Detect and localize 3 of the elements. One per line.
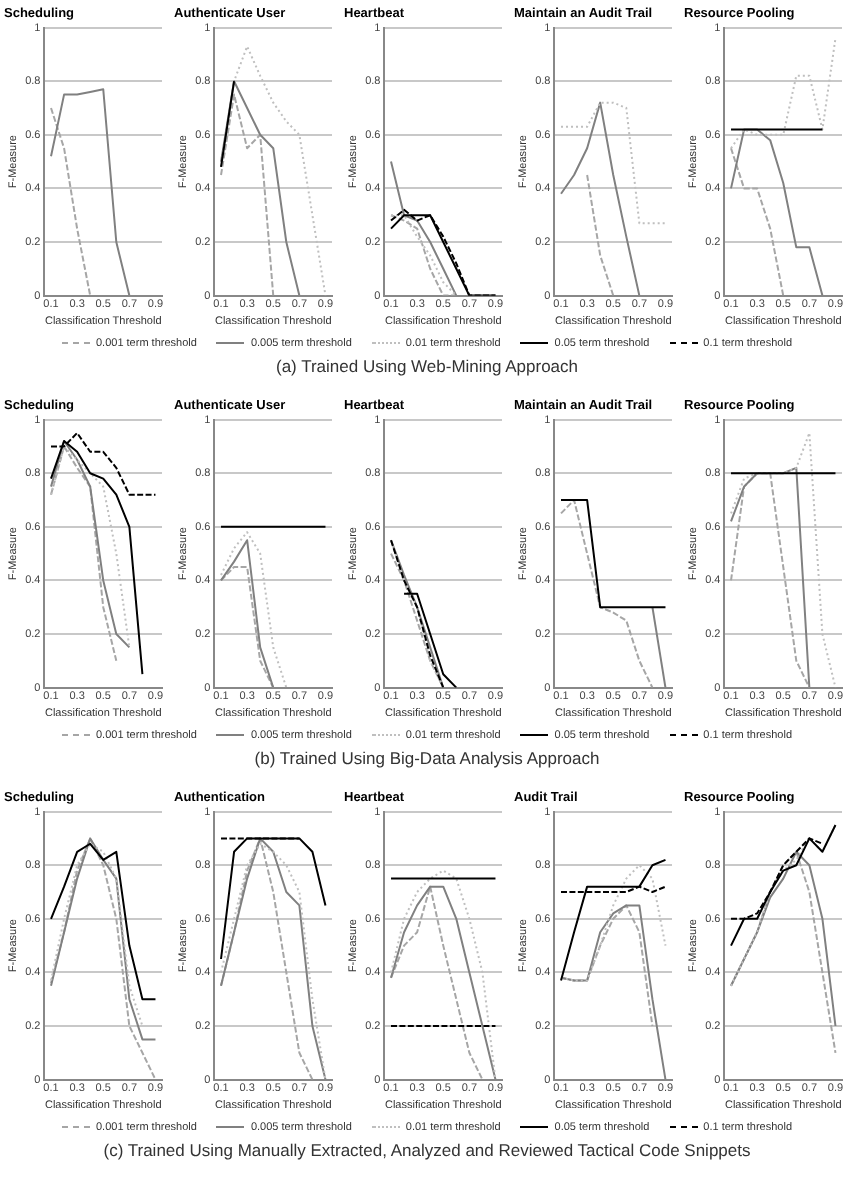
text: (c) Trained Using Manually Extracted, Analyzed and Reviewed Tactical Code Snippets	[101, 1140, 753, 1160]
text: (a) Trained Using Web-Mining Approach	[273, 356, 581, 376]
text: (b) Trained Using Big-Data Analysis Approach	[252, 748, 602, 768]
